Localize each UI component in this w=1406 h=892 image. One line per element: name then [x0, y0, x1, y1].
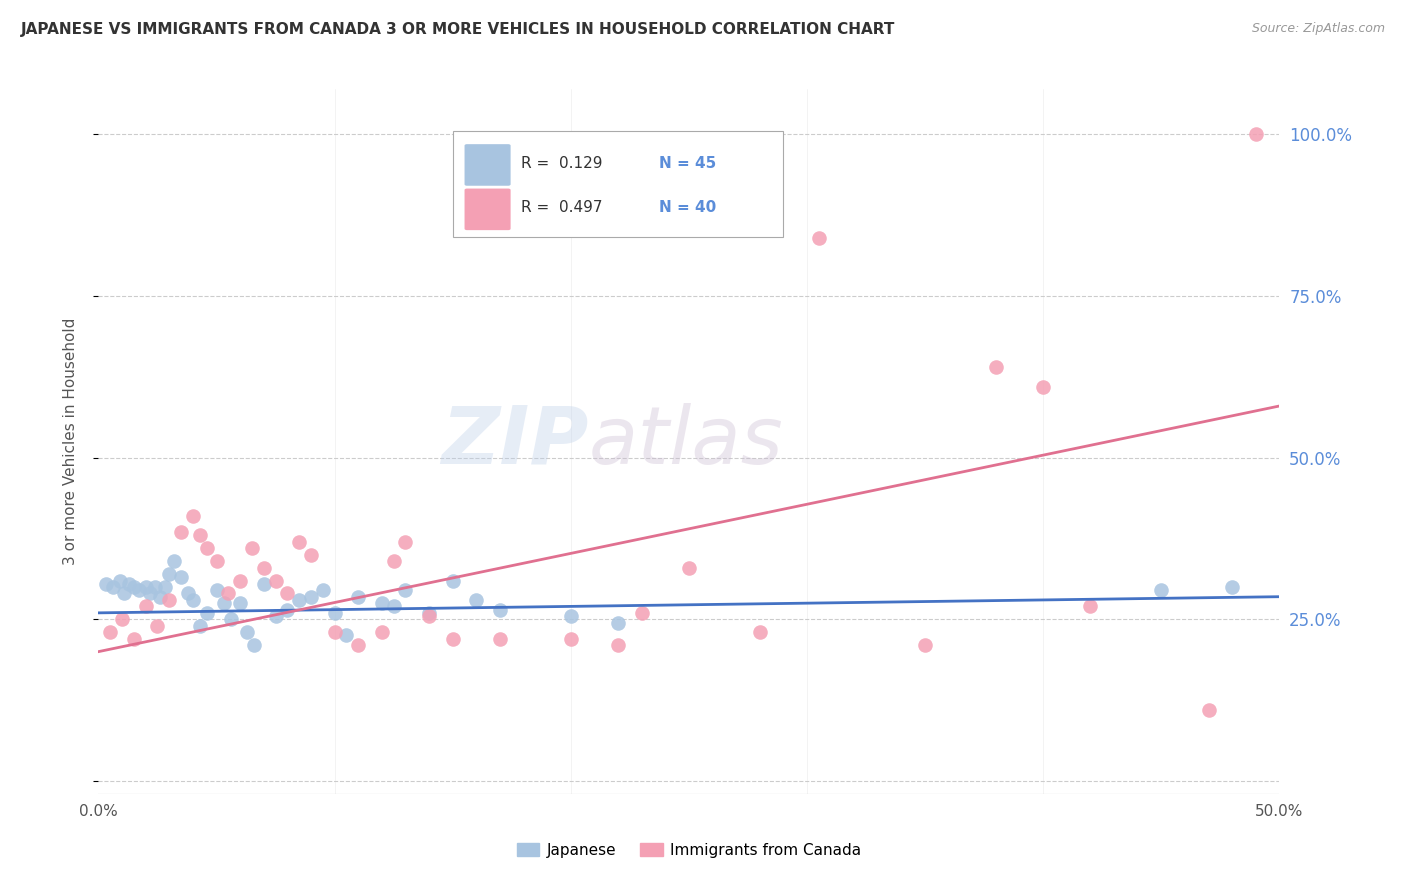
Point — [153, 580, 176, 594]
Point — [299, 548, 322, 562]
Point — [347, 590, 370, 604]
FancyBboxPatch shape — [464, 188, 510, 230]
Point — [128, 583, 150, 598]
Point — [94, 576, 117, 591]
Point — [335, 628, 357, 642]
FancyBboxPatch shape — [453, 131, 783, 237]
Point — [288, 593, 311, 607]
Point — [212, 596, 235, 610]
Point — [382, 599, 405, 614]
Point — [394, 534, 416, 549]
Point — [219, 612, 242, 626]
Point — [181, 508, 204, 523]
Text: R =  0.497: R = 0.497 — [522, 200, 603, 215]
Point — [195, 606, 218, 620]
Point — [205, 583, 228, 598]
Y-axis label: 3 or more Vehicles in Household: 3 or more Vehicles in Household — [63, 318, 77, 566]
Point — [288, 534, 311, 549]
Text: R =  0.129: R = 0.129 — [522, 156, 603, 170]
Point — [122, 632, 145, 646]
Point — [323, 625, 346, 640]
Point — [984, 360, 1007, 375]
Text: Source: ZipAtlas.com: Source: ZipAtlas.com — [1251, 22, 1385, 36]
Point — [441, 632, 464, 646]
Point — [371, 596, 394, 610]
Point — [135, 599, 157, 614]
Point — [240, 541, 263, 556]
Point — [914, 638, 936, 652]
Point — [170, 524, 193, 539]
Point — [264, 609, 287, 624]
Point — [188, 528, 211, 542]
Point — [299, 590, 322, 604]
Point — [181, 593, 204, 607]
Point — [1220, 580, 1243, 594]
Point — [1244, 128, 1267, 142]
Point — [143, 580, 166, 594]
Point — [135, 580, 157, 594]
Point — [243, 638, 266, 652]
Point — [98, 625, 121, 640]
Point — [205, 554, 228, 568]
Point — [112, 586, 135, 600]
Point — [312, 583, 335, 598]
Text: JAPANESE VS IMMIGRANTS FROM CANADA 3 OR MORE VEHICLES IN HOUSEHOLD CORRELATION C: JAPANESE VS IMMIGRANTS FROM CANADA 3 OR … — [21, 22, 896, 37]
Point — [489, 602, 512, 616]
Point — [253, 576, 276, 591]
Legend: Japanese, Immigrants from Canada: Japanese, Immigrants from Canada — [510, 837, 868, 863]
Point — [418, 609, 440, 624]
Point — [177, 586, 200, 600]
Point — [560, 609, 582, 624]
Point — [371, 625, 394, 640]
Point — [108, 574, 131, 588]
Point — [195, 541, 218, 556]
Point — [382, 554, 405, 568]
Point — [139, 586, 162, 600]
Point — [1198, 703, 1220, 717]
Point — [229, 596, 252, 610]
Point — [347, 638, 370, 652]
Point — [1150, 583, 1173, 598]
Point — [157, 567, 180, 582]
Point — [1032, 379, 1054, 393]
Point — [807, 231, 830, 245]
Point — [264, 574, 287, 588]
Point — [465, 593, 488, 607]
Point — [157, 593, 180, 607]
Point — [217, 586, 239, 600]
Text: ZIP: ZIP — [441, 402, 589, 481]
Point — [394, 583, 416, 598]
Point — [560, 632, 582, 646]
Point — [607, 615, 630, 630]
Point — [146, 619, 169, 633]
Point — [111, 612, 134, 626]
Point — [101, 580, 124, 594]
Text: N = 40: N = 40 — [659, 200, 717, 215]
Text: atlas: atlas — [589, 402, 783, 481]
Point — [607, 638, 630, 652]
Point — [489, 632, 512, 646]
Point — [122, 580, 145, 594]
Point — [163, 554, 186, 568]
Point — [418, 606, 440, 620]
Point — [149, 590, 172, 604]
Point — [748, 625, 770, 640]
Point — [276, 586, 298, 600]
Point — [453, 218, 475, 232]
FancyBboxPatch shape — [464, 145, 510, 186]
Point — [276, 602, 298, 616]
Point — [253, 560, 276, 574]
Point — [118, 576, 141, 591]
Point — [188, 619, 211, 633]
Point — [678, 560, 700, 574]
Point — [323, 606, 346, 620]
Text: N = 45: N = 45 — [659, 156, 717, 170]
Point — [630, 606, 652, 620]
Point — [441, 574, 464, 588]
Point — [229, 574, 252, 588]
Point — [170, 570, 193, 584]
Point — [1080, 599, 1102, 614]
Point — [236, 625, 259, 640]
